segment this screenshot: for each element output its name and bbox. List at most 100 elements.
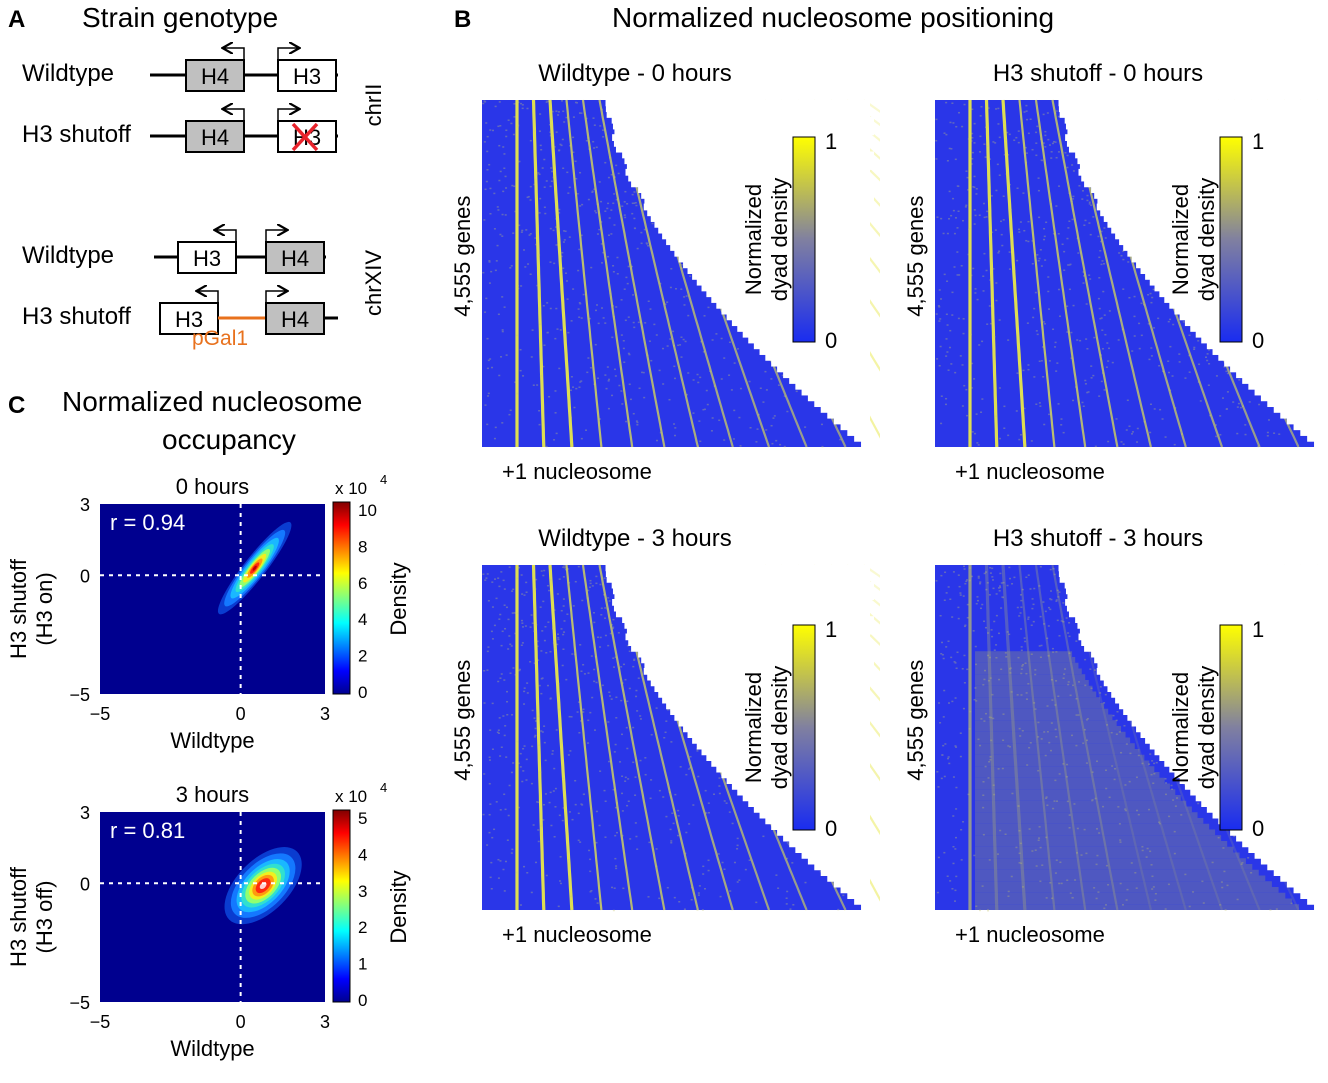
colorbar-label-line1: Normalized [1168, 672, 1193, 783]
colorbar-label-line2: dyad density [767, 178, 792, 302]
colorbar-min-label: 0 [1252, 328, 1264, 353]
nucleosome-stripe [565, 99, 603, 448]
heatmap-image [482, 564, 1328, 912]
x-tick-label: 0 [236, 704, 246, 724]
colorbar-label-line1: Normalized [741, 672, 766, 783]
panel-b-letter: B [454, 6, 472, 33]
chr2-wt-h3-label: H3 [293, 64, 321, 89]
density-ylabel-line1: H3 shutoff [6, 558, 31, 659]
y-tick-label: −5 [69, 685, 90, 705]
chr14-sh-h3-label: H3 [175, 307, 203, 332]
nucleosome-stripe [1018, 564, 1056, 911]
density-plot-3h: 3 hours r = 0.81 −5 0 3 3 0 −5 Wildtype H3 shutof… [0, 778, 440, 1078]
colorbar-tick-label: 4 [358, 845, 367, 864]
chr14-wildtype-locus: H3 H4 [154, 230, 326, 274]
x-tick-label: 0 [236, 1012, 246, 1032]
heatmap-noise [482, 100, 842, 448]
density-colorbar [332, 809, 351, 1003]
colorbar-exponent-base: x 10 [335, 479, 367, 498]
nucleosome-stripe [531, 564, 546, 911]
density-ylabel-line2: (H3 on) [32, 572, 57, 645]
nucleosome-stripe [984, 99, 999, 448]
heatmap-image [482, 99, 1328, 448]
panel-b-title: Normalized nucleosome positioning [612, 2, 1055, 33]
chr2-row2-strain: H3 shutoff [22, 121, 131, 148]
heatmap-ylabel: 4,555 genes [450, 196, 475, 317]
density-colorbar [332, 501, 351, 695]
heatmap-shutoff-3h: H3 shutoff - 3 hours 4,555 genes +1 nucleo… [893, 520, 1328, 970]
density-title: 0 hours [176, 474, 249, 499]
colorbar-tick-label: 6 [358, 574, 367, 593]
y-tick-label: 3 [80, 803, 90, 823]
heatmap-image [935, 99, 1328, 448]
y-tick-label: 0 [80, 874, 90, 894]
panel-a-title: Strain genotype [82, 2, 279, 33]
colorbar-max-label: 1 [1252, 129, 1264, 154]
heatmap-title: H3 shutoff - 0 hours [993, 60, 1203, 87]
heatmap-ylabel: 4,555 genes [450, 660, 475, 781]
heatmap-wildtype-0h: Wildtype - 0 hours 4,555 genes +1 nucleoso… [440, 55, 1328, 495]
chr2-wt-h4-label: H4 [201, 64, 229, 89]
nucleosome-stripe [548, 564, 574, 911]
colorbar-min-label: 0 [825, 816, 837, 841]
nucleosome-stripe [1001, 99, 1027, 448]
nucleosome-stripe [548, 99, 574, 448]
y-tick-label: −5 [69, 993, 90, 1013]
nucleosome-stripe [598, 99, 666, 448]
colorbar-label-line1: Normalized [741, 184, 766, 295]
colorbar-tick-label: 2 [358, 918, 367, 937]
density-plot-0h: 0 hours r = 0.94 −5 0 3 3 0 −5 Wildtype H3 shutof… [0, 470, 440, 770]
density-contour [252, 565, 257, 571]
deletion-x-icon [291, 122, 319, 152]
colorbar-tick-label: 2 [358, 647, 367, 666]
heatmap-xlabel: +1 nucleosome [955, 922, 1105, 947]
colorbar-max-label: 1 [1252, 617, 1264, 642]
density-blob [224, 847, 302, 925]
colorbar [1219, 624, 1243, 831]
colorbar-tick-label: 1 [358, 955, 367, 974]
colorbar-label-line1: Normalized [1168, 184, 1193, 295]
colorbar-max-label: 1 [825, 617, 837, 642]
x-tick-label: 3 [320, 1012, 330, 1032]
heatmap-noise [482, 565, 845, 912]
chr2-sh-h4-label: H4 [201, 125, 229, 150]
correlation-label: r = 0.94 [110, 510, 185, 535]
nucleosome-stripe [1034, 99, 1087, 448]
heatmap-ylabel: 4,555 genes [903, 196, 928, 317]
panel-c-letter: C [8, 392, 26, 419]
chr2-label: chrII [361, 83, 386, 127]
nucleosome-stripe [984, 564, 999, 911]
genotype-diagram: H4 H3 H4 H3 H3 H4 [150, 40, 338, 335]
density-title: 3 hours [176, 782, 249, 807]
chr14-wt-h3-label: H3 [193, 246, 221, 271]
heatmap-noise [935, 101, 1281, 448]
heatmap-xlabel: +1 nucleosome [502, 459, 652, 484]
colorbar-tick-label: 10 [358, 501, 377, 520]
chr2-shutoff-locus: H4 H3 [150, 109, 338, 153]
panel-a-letter: A [8, 6, 26, 33]
density-blob [217, 521, 292, 615]
x-tick-label: −5 [90, 1012, 111, 1032]
heatmap-xlabel: +1 nucleosome [502, 922, 652, 947]
colorbar-exponent-base: x 10 [335, 787, 367, 806]
chr2-wildtype-locus: H4 H3 [150, 48, 338, 92]
colorbar-min-label: 0 [825, 328, 837, 353]
density-xlabel: Wildtype [170, 1036, 254, 1061]
chr14-row2-strain: H3 shutoff [22, 303, 131, 330]
colorbar-exponent: 4 [380, 472, 387, 487]
chr14-wt-h4-label: H4 [281, 246, 309, 271]
y-tick-label: 3 [80, 495, 90, 515]
diffuse-fill [975, 651, 1300, 910]
nucleosome-stripe [565, 564, 603, 911]
chr14-label: chrXIV [361, 249, 386, 317]
colorbar-label-line2: dyad density [1194, 178, 1219, 302]
colorbar [792, 136, 816, 343]
colorbar-tick-label: 0 [358, 991, 367, 1010]
density-ylabel-line1: H3 shutoff [6, 866, 31, 967]
colorbar-density-label: Density [386, 562, 411, 635]
colorbar-tick-label: 8 [358, 537, 367, 556]
nucleosome-stripe [1018, 99, 1056, 448]
heatmap-ylabel: 4,555 genes [903, 660, 928, 781]
heatmap-title: Wildtype - 3 hours [538, 525, 731, 552]
colorbar [1219, 136, 1243, 343]
